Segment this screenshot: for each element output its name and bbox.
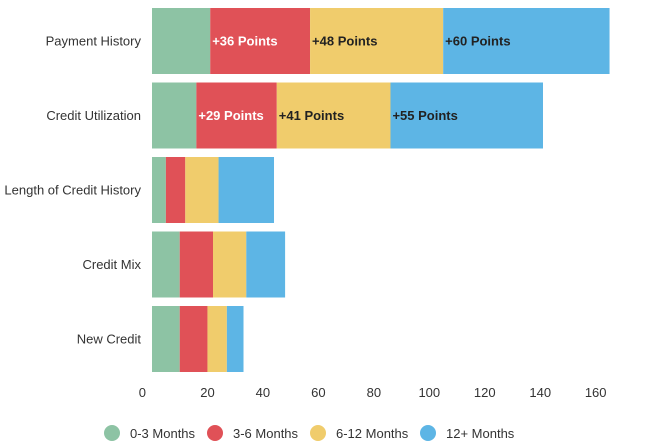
x-tick-label-40: 40 [256, 385, 270, 400]
bar-payment-history-12-months [443, 8, 610, 74]
x-axis: 0 20 40 60 80 100 120 140 160 [139, 385, 607, 400]
bar-length-of-credit-history-3-6-months [165, 157, 186, 223]
bar-credit-utilization-12-months [390, 82, 543, 149]
category-label-credit-utilization: Credit Utilization [46, 108, 141, 123]
category-label-new-credit: New Credit [77, 332, 142, 347]
bar-credit-utilization-3-6-months [196, 82, 277, 149]
bar-credit-mix-3-6-months [179, 231, 214, 298]
data-label-credit-utilization-12-months: +55 Points [392, 108, 457, 123]
plot-area: +36 Points +48 Points +60 Points +29 Points… [152, 8, 610, 372]
category-labels: Payment History Credit Utilization Length … [4, 34, 141, 347]
legend-label-3-6-months[interactable]: 3-6 Months [233, 426, 299, 441]
legend-marker-12-months [420, 425, 436, 441]
bar-new-credit-12-months [226, 306, 244, 372]
bar-payment-history-3-6-months [210, 8, 311, 74]
x-tick-label-20: 20 [200, 385, 214, 400]
bar-payment-history-0-3-months [152, 8, 211, 74]
x-tick-label-140: 140 [529, 385, 551, 400]
x-tick-label-160: 160 [585, 385, 607, 400]
x-tick-label-60: 60 [311, 385, 325, 400]
legend-marker-3-6-months [207, 425, 223, 441]
x-tick-label-80: 80 [367, 385, 381, 400]
data-label-credit-utilization-3-6-months: +29 Points [198, 108, 263, 123]
legend-label-0-3-months[interactable]: 0-3 Months [130, 426, 196, 441]
legend-label-6-12-months[interactable]: 6-12 Months [336, 426, 409, 441]
bar-payment-history-6-12-months [310, 8, 444, 74]
bar-credit-mix-0-3-months [152, 231, 180, 298]
legend: 0-3 Months 3-6 Months 6-12 Months 12+ Month… [104, 425, 515, 441]
legend-marker-0-3-months [104, 425, 120, 441]
data-label-payment-history-3-6-months: +36 Points [212, 34, 277, 49]
legend-label-12-months[interactable]: 12+ Months [446, 426, 515, 441]
x-tick-label-120: 120 [474, 385, 496, 400]
bar-length-of-credit-history-0-3-months [152, 157, 166, 223]
bar-credit-utilization-6-12-months [276, 82, 391, 149]
category-label-payment-history: Payment History [46, 34, 142, 49]
legend-marker-6-12-months [310, 425, 326, 441]
bar-length-of-credit-history-6-12-months [185, 157, 219, 223]
bar-credit-mix-6-12-months [213, 231, 247, 298]
data-label-payment-history-6-12-months: +48 Points [312, 34, 377, 49]
category-label-length-of-credit-history: Length of Credit History [4, 183, 141, 198]
bar-new-credit-0-3-months [152, 306, 180, 372]
bar-new-credit-3-6-months [179, 306, 208, 372]
bar-length-of-credit-history-12-months [218, 157, 275, 223]
category-label-credit-mix: Credit Mix [82, 257, 141, 272]
data-label-payment-history-12-months: +60 Points [445, 34, 510, 49]
x-tick-label-0: 0 [139, 385, 146, 400]
bar-new-credit-6-12-months [207, 306, 227, 372]
bar-credit-mix-12-months [246, 231, 286, 298]
bar-credit-utilization-0-3-months [152, 82, 197, 149]
x-tick-label-100: 100 [418, 385, 440, 400]
data-label-credit-utilization-6-12-months: +41 Points [279, 108, 344, 123]
